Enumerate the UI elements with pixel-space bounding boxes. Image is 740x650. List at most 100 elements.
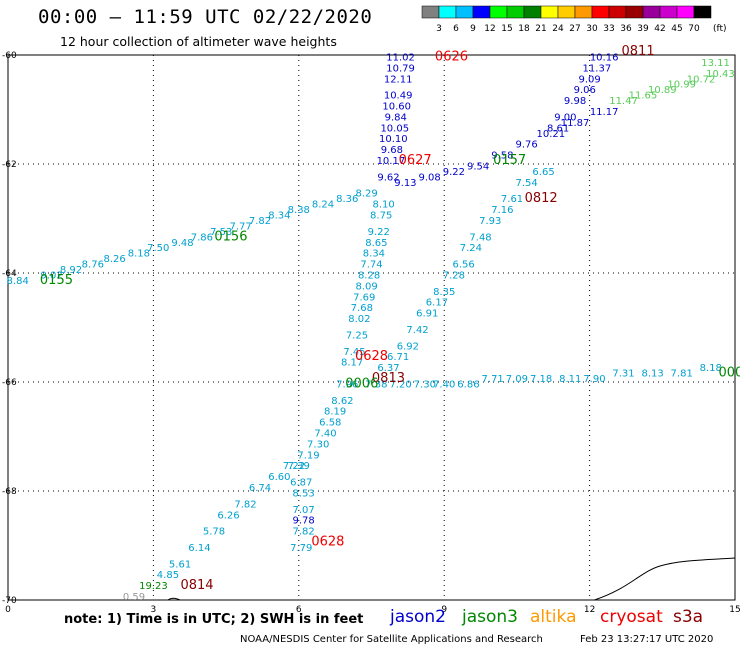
wave-height-value: 12.11 <box>384 74 413 85</box>
wave-height-value: 6.37 <box>377 363 399 374</box>
wave-height-value: 7.28 <box>443 270 465 281</box>
chart-subtitle: 12 hour collection of altimeter wave hei… <box>60 34 337 49</box>
color-scale-label: 18 <box>518 24 530 34</box>
color-scale-label: 45 <box>671 24 682 34</box>
wave-height-value: 6.17 <box>426 298 448 309</box>
wave-height-value: 8.24 <box>312 200 334 211</box>
wave-height-value: 6.91 <box>416 309 438 320</box>
wave-height-value: 7.39 <box>288 461 310 472</box>
wave-height-value: 13.11 <box>701 58 730 69</box>
y-tick-label: -64 <box>2 269 17 279</box>
wave-height-value: 8.11 <box>559 374 581 385</box>
wave-height-value: 7.61 <box>501 194 523 205</box>
wave-height-value: 7.53 <box>210 227 232 238</box>
wave-height-value: 9.84 <box>385 112 407 123</box>
wave-height-value: 10.16 <box>590 52 619 63</box>
wave-height-value: 10.60 <box>382 102 411 113</box>
color-scale-label: 42 <box>654 24 665 34</box>
color-scale-label: 27 <box>569 24 580 34</box>
wave-height-value: 9.54 <box>467 161 489 172</box>
wave-height-value: 9.22 <box>443 167 465 178</box>
wave-height-value: 5.61 <box>169 559 191 570</box>
wave-height-value: 4.85 <box>157 570 179 581</box>
wave-height-value: 8.09 <box>356 281 378 292</box>
wave-height-value: 7.48 <box>469 232 491 243</box>
footer-credit: NOAA/NESDIS Center for Satellite Applica… <box>240 634 543 645</box>
wave-height-value: 6.56 <box>452 260 474 271</box>
color-scale-swatch <box>421 5 440 19</box>
wave-height-value: 10.21 <box>537 129 566 140</box>
wave-height-value: 7.07 <box>293 505 315 516</box>
wave-height-value: 8.61 <box>547 123 569 134</box>
pass-time-label: 0157 <box>493 153 526 168</box>
wave-height-value: 6.14 <box>188 543 210 554</box>
pass-time-label: 0813 <box>372 371 405 386</box>
wave-height-value: 7.50 <box>147 243 169 254</box>
coastline <box>594 557 736 601</box>
wave-height-value: 9.76 <box>515 140 537 151</box>
pass-time-label: 0156 <box>214 229 247 244</box>
pass-time-label: 0627 <box>399 153 432 168</box>
page-title: 00:00 – 11:59 UTC 02/22/2020 <box>38 6 373 28</box>
wave-height-value: 8.36 <box>336 194 358 205</box>
wave-height-value: 7.18 <box>530 374 552 385</box>
wave-height-value: 9.78 <box>293 516 315 527</box>
x-tick-label: 0 <box>5 605 11 615</box>
wave-height-value: 8.26 <box>103 254 125 265</box>
wave-height-value: 10.17 <box>377 156 406 167</box>
color-scale-label: 70 <box>688 24 700 34</box>
color-scale-label: 21 <box>535 24 546 34</box>
color-scale-swatch <box>557 5 576 19</box>
wave-height-value: 8.19 <box>324 407 346 418</box>
coastline-island <box>167 597 181 601</box>
wave-height-value: 7.71 <box>482 374 504 385</box>
wave-height-value: 6.60 <box>268 472 290 483</box>
x-tick-label: 12 <box>584 605 595 615</box>
wave-height-value: 7.77 <box>230 221 252 232</box>
wave-height-value: 6.87 <box>290 478 312 489</box>
wave-height-value: 7.68 <box>351 303 373 314</box>
wave-height-value: 7.30 <box>414 379 436 390</box>
wave-height-value: 9.02 <box>40 270 62 281</box>
wave-height-value: 8.29 <box>356 189 378 200</box>
pass-time-label: 0155 <box>40 273 73 288</box>
wave-height-value: 7.45 <box>343 347 365 358</box>
wave-height-value: 7.40 <box>433 379 455 390</box>
wave-height-value: 10.43 <box>706 69 735 80</box>
wave-height-value: 7.16 <box>491 205 513 216</box>
wave-height-value: 6.86 <box>457 379 479 390</box>
color-scale-label: 9 <box>470 24 476 34</box>
color-scale-swatch <box>693 5 712 19</box>
wave-height-value: 8.17 <box>341 358 363 369</box>
wave-height-value: 7.20 <box>389 379 411 390</box>
color-scale-swatch <box>676 5 695 19</box>
wave-height-value: 6.26 <box>217 510 239 521</box>
wave-height-value: 7.38 <box>365 379 387 390</box>
wave-height-value: 7.22 <box>283 461 305 472</box>
wave-height-value: 10.99 <box>667 80 696 91</box>
legend-s3a: s3a <box>673 607 704 627</box>
wave-height-value: 8.84 <box>7 276 29 287</box>
wave-height-value: 19.23 <box>139 581 168 592</box>
color-scale-swatch <box>659 5 678 19</box>
wave-height-value: 0.59 <box>123 592 145 603</box>
y-tick-label: -70 <box>2 596 17 606</box>
pass-time-label: 0814 <box>180 578 213 593</box>
pass-time-label: 0006 <box>345 376 378 391</box>
wave-height-value: 7.96 <box>336 379 358 390</box>
wave-height-value: 9.09 <box>578 74 600 85</box>
wave-height-value: 8.13 <box>641 369 663 380</box>
footer-timestamp: Feb 23 13:27:17 UTC 2020 <box>580 634 714 645</box>
wave-height-value: 9.06 <box>574 85 596 96</box>
pass-time-label: 0812 <box>525 191 558 206</box>
legend-jason2: jason2 <box>390 607 446 627</box>
wave-height-value: 8.92 <box>60 265 82 276</box>
wave-height-value: 7.54 <box>515 178 537 189</box>
y-tick-label: -60 <box>2 51 17 61</box>
wave-height-value: 7.81 <box>671 369 693 380</box>
pass-time-label: 0008 <box>718 366 740 381</box>
wave-height-value: 8.35 <box>433 287 455 298</box>
color-scale-swatch <box>540 5 559 19</box>
wave-height-value: 6.71 <box>387 352 409 363</box>
